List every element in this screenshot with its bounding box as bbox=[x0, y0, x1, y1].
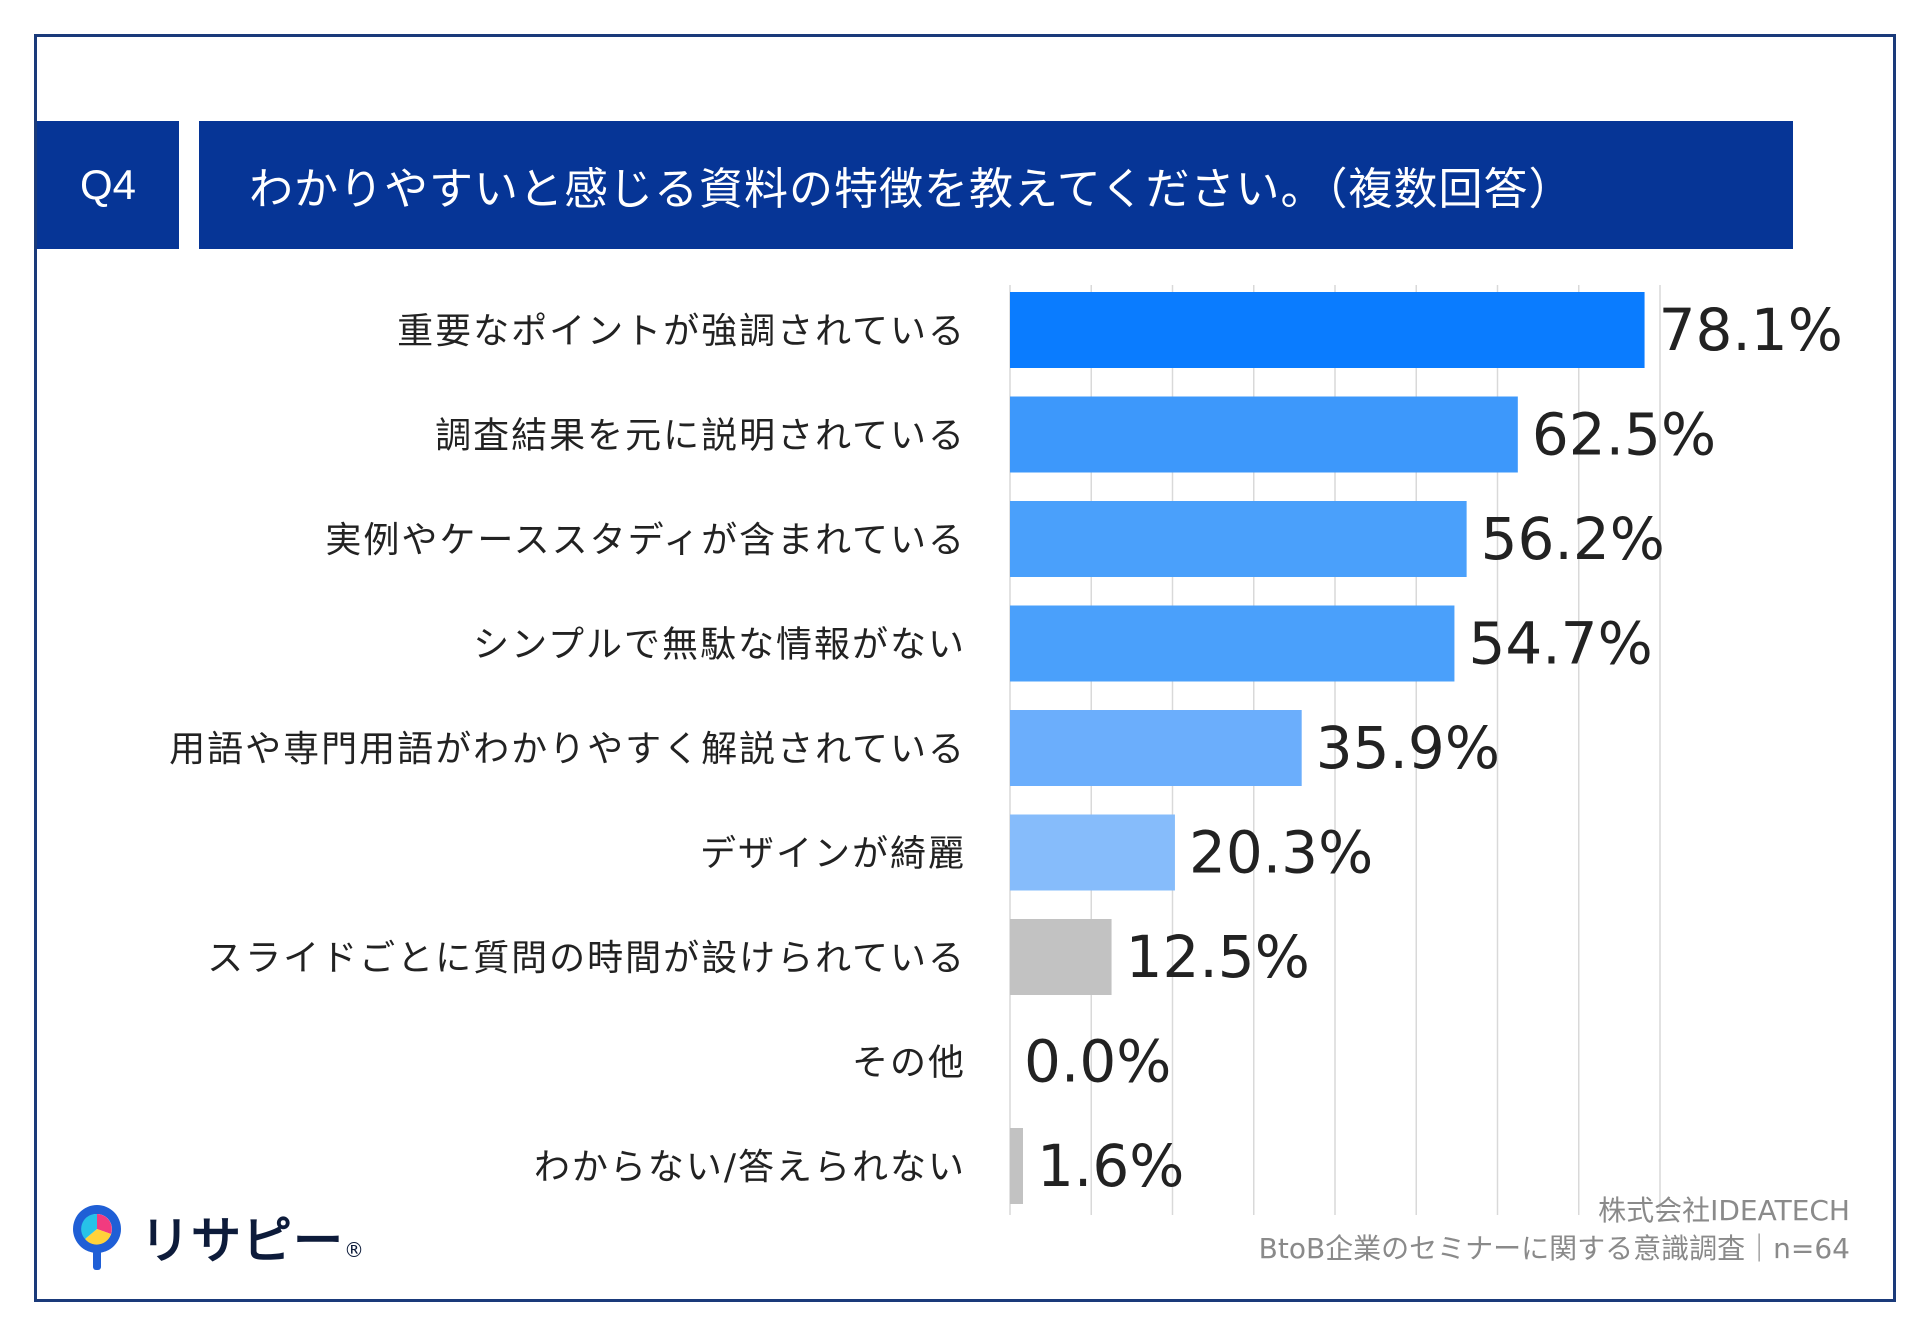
category-label: 用語や専門用語がわかりやすく解説されている bbox=[169, 729, 966, 770]
value-label: 78.1% bbox=[1659, 296, 1843, 364]
bar bbox=[1010, 710, 1302, 786]
value-label: 1.6% bbox=[1037, 1132, 1184, 1200]
value-label: 0.0% bbox=[1024, 1028, 1171, 1096]
value-label: 62.5% bbox=[1532, 401, 1716, 469]
source-credit: 株式会社IDEATECH BtoB企業のセミナーに関する意識調査｜n=64 bbox=[1259, 1192, 1850, 1268]
logo-registered-mark: ® bbox=[344, 1238, 364, 1262]
category-label: その他 bbox=[852, 1043, 966, 1084]
value-label: 54.7% bbox=[1468, 610, 1652, 678]
value-label: 20.3% bbox=[1189, 819, 1373, 887]
value-label: 12.5% bbox=[1126, 923, 1310, 991]
bar bbox=[1010, 814, 1175, 891]
value-label: 56.2% bbox=[1481, 505, 1665, 573]
category-label: 実例やケーススタディが含まれている bbox=[325, 520, 966, 561]
category-label: 重要なポイントが強調されている bbox=[397, 311, 966, 352]
bar bbox=[1010, 605, 1455, 682]
value-label: 35.9% bbox=[1316, 714, 1500, 782]
logo-text: リサピー bbox=[140, 1212, 344, 1270]
bar bbox=[1010, 501, 1467, 577]
figure-frame: Q4 わかりやすいと感じる資料の特徴を教えてください。（複数回答） bbox=[34, 34, 1896, 1302]
bar bbox=[1010, 1128, 1023, 1204]
category-label: デザインが綺麗 bbox=[700, 834, 966, 875]
risapi-logo: リサピー ® bbox=[68, 1202, 364, 1272]
bar bbox=[1010, 292, 1645, 368]
category-label: 調査結果を元に説明されている bbox=[435, 416, 966, 457]
bar bbox=[1010, 396, 1518, 473]
bar bbox=[1010, 919, 1112, 995]
category-label: スライドごとに質問の時間が設けられている bbox=[207, 938, 966, 979]
category-label: シンプルで無駄な情報がない bbox=[473, 625, 966, 666]
question-number-badge: Q4 bbox=[37, 121, 179, 249]
category-label: わからない/答えられない bbox=[534, 1147, 966, 1188]
question-title: わかりやすいと感じる資料の特徴を教えてください。（複数回答） bbox=[199, 121, 1793, 249]
pin-logo-icon bbox=[73, 1205, 121, 1270]
credit-survey: BtoB企業のセミナーに関する意識調査｜n=64 bbox=[1258, 1232, 1850, 1265]
credit-company: 株式会社IDEATECH bbox=[1598, 1194, 1850, 1227]
